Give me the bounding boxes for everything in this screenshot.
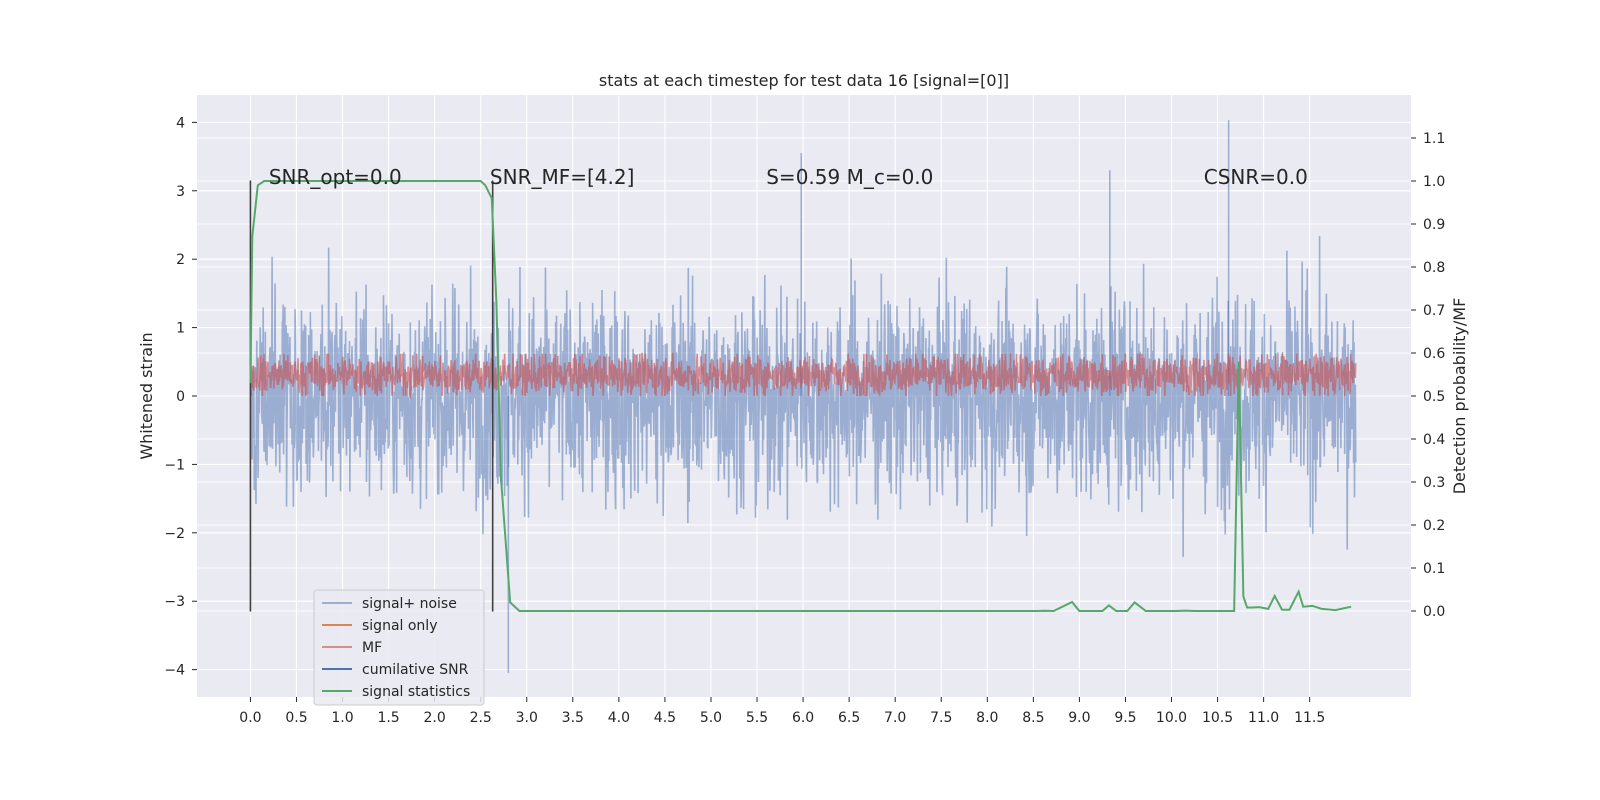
x-tick-label: 5.0 <box>700 710 722 726</box>
y-tick-label-left: 4 <box>176 115 185 131</box>
x-tick-label: 10.0 <box>1156 710 1187 726</box>
y-axis-label-left: Whitened strain <box>137 332 156 459</box>
x-tick-label: 9.0 <box>1068 710 1090 726</box>
axes-layer: 0.0 0.5 1.0 1.5 2.0 2.5 3.0 3.5 4.0 4.5 5.0 5.5 6.0 6… <box>164 115 1445 726</box>
y-tick-label-right: 1.0 <box>1423 174 1445 190</box>
x-tick-label: 10.5 <box>1202 710 1233 726</box>
x-tick-label: 2.5 <box>470 710 492 726</box>
series-mf-line <box>249 352 1357 400</box>
x-tick-label: 1.0 <box>331 710 353 726</box>
annotation-text: CSNR=0.0 <box>1204 165 1308 189</box>
x-tick-label: 11.5 <box>1294 710 1325 726</box>
x-tick-label: 5.5 <box>746 710 768 726</box>
annotation-text: SNR_opt=0.0 <box>269 165 402 189</box>
y-tick-label-right: 0.2 <box>1423 518 1445 534</box>
annotation-text: SNR_MF=[4.2] <box>490 165 634 189</box>
legend: signal+ noise signal only MF cumilative SNR… <box>313 589 485 706</box>
y-tick-label-left: −1 <box>164 457 185 473</box>
x-tick-label: 7.0 <box>884 710 906 726</box>
x-tick-label: 7.5 <box>930 710 952 726</box>
y-tick-label-right: 0.0 <box>1423 604 1445 620</box>
x-tick-label: 6.5 <box>838 710 860 726</box>
y-tick-label-right: 1.1 <box>1423 131 1445 147</box>
y-tick-label-left: −2 <box>164 526 185 542</box>
x-tick-label: 11.0 <box>1248 710 1279 726</box>
x-tick-label: 1.5 <box>377 710 399 726</box>
x-tick-label: 6.0 <box>792 710 814 726</box>
x-tick-label: 3.0 <box>516 710 538 726</box>
legend-label: signal only <box>362 618 437 634</box>
x-tick-label: 4.5 <box>654 710 676 726</box>
legend-label: cumilative SNR <box>362 662 469 678</box>
legend-box <box>313 589 485 706</box>
y-tick-label-left: −3 <box>164 594 185 610</box>
x-tick-label: 0.5 <box>285 710 307 726</box>
y-tick-label-right: 0.3 <box>1423 475 1445 491</box>
legend-label: MF <box>362 640 382 656</box>
legend-label: signal statistics <box>362 684 470 700</box>
y-tick-label-right: 0.5 <box>1423 389 1445 405</box>
y-tick-label-left: 1 <box>176 321 185 337</box>
chart-title: stats at each timestep for test data 16 … <box>599 71 1009 90</box>
series-layer <box>249 120 1357 674</box>
annotations: SNR_opt=0.0 SNR_MF=[4.2] S=0.59 M_c=0.0 CSN… <box>269 165 1308 189</box>
y-tick-label-right: 0.4 <box>1423 432 1445 448</box>
x-tick-label: 8.0 <box>976 710 998 726</box>
y-tick-label-right: 0.6 <box>1423 346 1445 362</box>
y-tick-label-left: 3 <box>176 184 185 200</box>
y-tick-label-left: 0 <box>176 389 185 405</box>
y-tick-label-right: 0.9 <box>1423 217 1445 233</box>
x-tick-label: 9.5 <box>1114 710 1136 726</box>
y-tick-label-right: 0.8 <box>1423 260 1445 276</box>
x-tick-label: 3.5 <box>562 710 584 726</box>
x-tick-label: 8.5 <box>1022 710 1044 726</box>
legend-label: signal+ noise <box>362 596 457 612</box>
annotation-text: S=0.59 M_c=0.0 <box>766 165 933 189</box>
series-signal-statistics-line <box>249 180 1352 613</box>
y-tick-label-right: 0.1 <box>1423 561 1445 577</box>
x-tick-label: 4.0 <box>608 710 630 726</box>
y-tick-label-left: 2 <box>176 252 185 268</box>
x-tick-label: 2.0 <box>424 710 446 726</box>
y-axis-label-right: Detection probability/MF <box>1450 298 1469 495</box>
y-tick-label-left: −4 <box>164 663 185 679</box>
x-tick-label: 0.0 <box>239 710 261 726</box>
y-tick-label-right: 0.7 <box>1423 303 1445 319</box>
